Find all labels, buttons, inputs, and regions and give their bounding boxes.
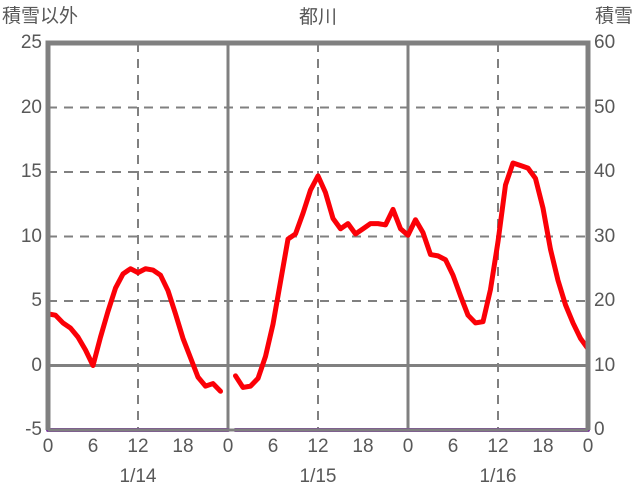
left-axis-tick-label: 10 — [20, 225, 42, 247]
left-axis-title: 積雪以外 — [2, 6, 79, 27]
right-axis-tick-label: 60 — [594, 32, 616, 53]
left-axis-tick-label: 25 — [20, 32, 42, 53]
x-axis-tick-label: 6 — [267, 436, 279, 457]
x-axis-tick-label: 18 — [172, 436, 194, 457]
left-axis-tick-label: 15 — [20, 161, 42, 182]
x-axis-day-label: 1/14 — [119, 466, 157, 487]
x-axis-tick-label: 12 — [127, 436, 149, 457]
series-line-precip — [233, 160, 591, 390]
x-axis-tick-label: 0 — [402, 436, 414, 457]
right-axis-tick-label: 0 — [594, 419, 605, 440]
x-axis-tick-label: 12 — [487, 436, 509, 457]
plot-frame — [45, 40, 591, 432]
x-axis-day-label: 1/16 — [479, 466, 517, 487]
left-axis-tick-label: 0 — [31, 354, 42, 376]
left-axis-tick-label: 20 — [20, 96, 42, 118]
right-axis-tick-label: 20 — [594, 290, 616, 311]
x-axis-day-label: 1/15 — [299, 466, 337, 487]
x-axis-tick-label: 18 — [352, 436, 374, 457]
right-axis-tick-label: 50 — [594, 96, 616, 118]
left-axis-tick-label: 5 — [31, 290, 42, 311]
x-axis-tick-label: 18 — [532, 436, 554, 457]
series-line-precip — [45, 266, 223, 394]
plot-border — [45, 40, 591, 430]
x-axis-tick-label: 0 — [222, 436, 234, 457]
right-axis-tick-label: 40 — [594, 161, 616, 182]
right-axis-tick-label: 30 — [594, 225, 616, 247]
x-axis-tick-label: 6 — [447, 436, 459, 457]
x-axis-tick-label: 0 — [42, 436, 54, 457]
x-axis-tick-label: 12 — [307, 436, 329, 457]
x-axis-tick-label: 0 — [582, 436, 594, 457]
gridlines — [48, 43, 588, 430]
right-axis-tick-label: 10 — [594, 354, 616, 376]
x-axis-tick-label: 6 — [87, 436, 99, 457]
left-axis-tick-label: -5 — [25, 419, 42, 440]
page-title: 都川 — [298, 7, 337, 28]
right-axis-title: 積雪 — [594, 6, 633, 27]
